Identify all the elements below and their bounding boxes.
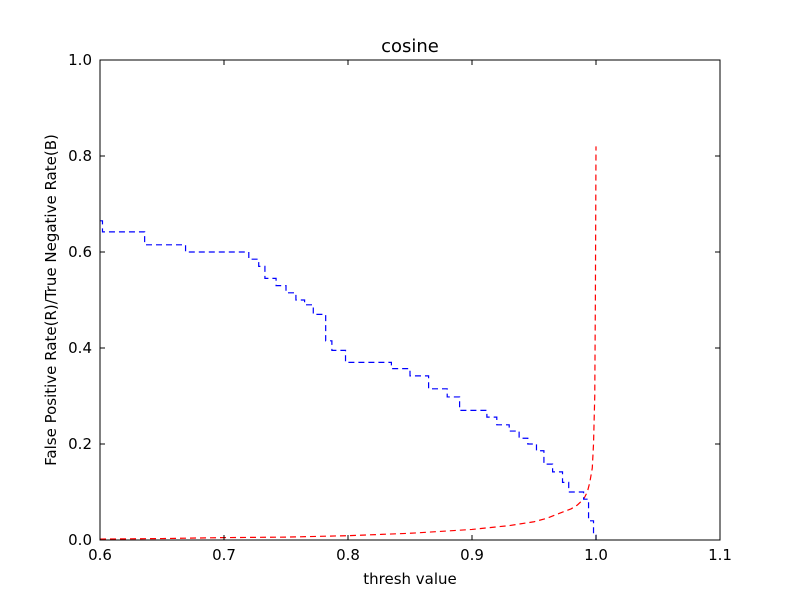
x-tick-label: 1.0 <box>584 546 608 564</box>
x-tick-label: 1.1 <box>708 546 732 564</box>
x-axis-label: thresh value <box>363 570 457 588</box>
y-tick-label: 0.0 <box>68 531 92 549</box>
series-line-red <box>99 146 597 540</box>
y-tick-label: 0.6 <box>68 243 92 261</box>
series-group <box>99 146 597 540</box>
chart-title: cosine <box>381 36 439 57</box>
series-line-blue <box>100 220 597 540</box>
x-tick-label: 0.9 <box>460 546 484 564</box>
x-tick-label: 0.8 <box>336 546 360 564</box>
axis-ticks: 0.6 0.7 0.8 0.9 1.0 1.1 0.0 0.2 0.4 0.6 0.8 1.0 <box>68 51 732 564</box>
axes-frame <box>99 59 721 541</box>
y-tick-label: 1.0 <box>68 51 92 69</box>
y-tick-label: 0.8 <box>68 147 92 165</box>
y-tick-label: 0.4 <box>68 339 92 357</box>
y-tick-label: 0.2 <box>68 435 92 453</box>
y-axis-label: False Positive Rate(R)/True Negative Rat… <box>42 134 60 466</box>
x-tick-label: 0.6 <box>88 546 112 564</box>
x-tick-label: 0.7 <box>212 546 236 564</box>
